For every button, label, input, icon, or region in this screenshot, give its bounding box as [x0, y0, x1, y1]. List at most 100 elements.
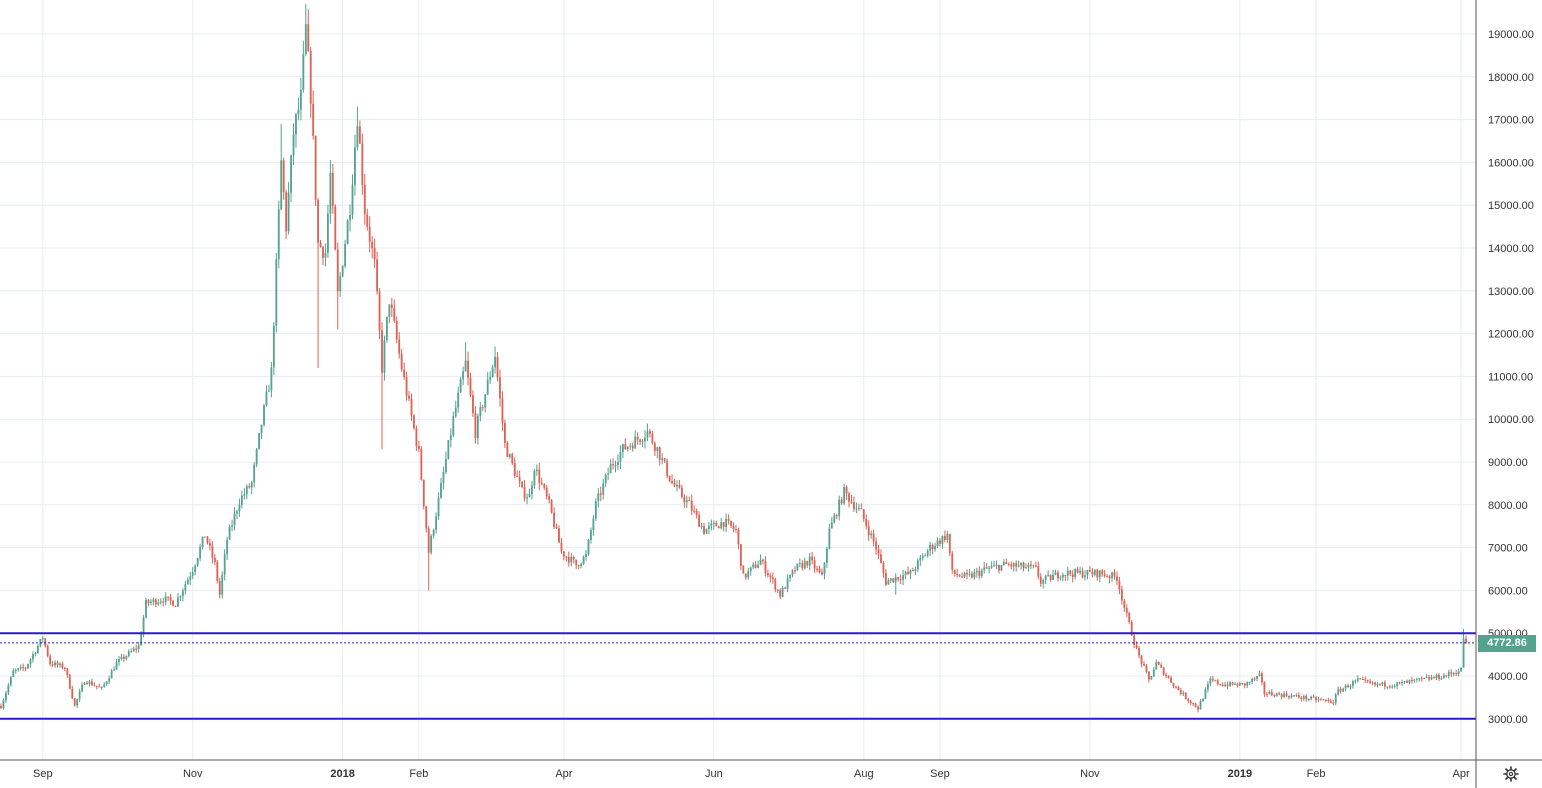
candle-body — [442, 471, 445, 483]
candle-body — [150, 601, 152, 604]
candle-body — [590, 530, 592, 540]
candle-body — [1054, 572, 1057, 575]
candle-body — [784, 587, 787, 589]
candle-body — [1226, 684, 1229, 687]
candle-body — [1234, 683, 1236, 685]
candle-body — [926, 550, 929, 556]
candle-body — [1170, 677, 1172, 683]
candle-body — [174, 605, 177, 607]
candle-body — [164, 596, 167, 603]
candle-body — [206, 536, 209, 544]
candle-body — [1069, 570, 1072, 575]
candle-body — [1332, 702, 1335, 704]
candle-body — [32, 654, 34, 660]
candle-body — [209, 543, 211, 546]
candle-body — [496, 356, 499, 378]
candle-body — [1076, 569, 1079, 573]
candle-body — [201, 536, 204, 548]
candle-body — [393, 307, 396, 321]
candle-body — [1403, 681, 1406, 683]
x-tick-label: Sep — [33, 768, 53, 780]
candle-body — [604, 474, 607, 484]
grid-layer — [0, 0, 1476, 760]
candle-body — [1175, 686, 1177, 688]
candle-body — [572, 556, 575, 560]
candle-body — [1452, 673, 1455, 675]
candle-body — [1435, 674, 1438, 679]
candle-body — [803, 561, 806, 569]
candle-body — [1209, 678, 1212, 684]
settings-button[interactable] — [1500, 764, 1522, 784]
candle-body — [818, 568, 821, 573]
candle-body — [1307, 699, 1310, 701]
candle-body — [1111, 572, 1113, 579]
candle-body — [872, 533, 875, 542]
candle-body — [46, 645, 49, 656]
candle-body — [211, 545, 214, 558]
candle-body — [137, 645, 140, 650]
candle-body — [172, 600, 174, 606]
candle-body — [943, 536, 946, 540]
candle-body — [1015, 563, 1018, 567]
y-tick-label: 18000.00 — [1488, 72, 1534, 84]
candle-body — [1221, 684, 1224, 687]
candle-body — [661, 458, 664, 460]
candle-body — [484, 394, 487, 408]
candle-body — [707, 525, 710, 530]
candle-body — [862, 509, 865, 519]
candle-body — [1246, 682, 1249, 686]
candle-body — [405, 377, 408, 396]
candle-body — [951, 553, 954, 570]
candle-body — [29, 659, 32, 665]
y-tick-label: 3000.00 — [1488, 714, 1528, 726]
candle-body — [125, 656, 128, 659]
candle-body — [715, 522, 718, 527]
candle-body — [1462, 638, 1465, 668]
candle-body — [22, 666, 25, 668]
candle-body — [1039, 576, 1042, 584]
candle-body — [931, 544, 934, 550]
candle-body — [621, 444, 624, 453]
candle-body — [1012, 563, 1015, 567]
candle-body — [953, 569, 956, 575]
candle-body — [887, 580, 890, 585]
candle-body — [518, 477, 521, 482]
candle-body — [268, 390, 270, 392]
candle-body — [1457, 671, 1460, 674]
candle-body — [1354, 680, 1357, 682]
candle-body — [508, 454, 511, 458]
candle-body — [990, 566, 993, 568]
candle-body — [216, 562, 219, 581]
candle-body — [1418, 678, 1421, 680]
candle-body — [1184, 692, 1187, 699]
candle-body — [1320, 699, 1322, 701]
candle-body — [1388, 686, 1391, 688]
candle-body — [798, 563, 801, 565]
candle-body — [1438, 674, 1440, 679]
candle-body — [833, 515, 836, 523]
candle-body — [454, 407, 457, 417]
candle-body — [49, 655, 52, 665]
candle-body — [867, 526, 870, 536]
candle-body — [1445, 675, 1448, 677]
candle-body — [467, 360, 469, 378]
candle-body — [983, 567, 986, 571]
candle-body — [766, 572, 769, 576]
candle-body — [1216, 680, 1219, 684]
candle-body — [1270, 692, 1273, 696]
candle-body — [1425, 677, 1428, 679]
candle-body — [1278, 693, 1281, 695]
candle-body — [693, 510, 696, 512]
candle-body — [1098, 570, 1101, 578]
candle-body — [395, 320, 398, 340]
candle-body — [437, 497, 440, 517]
candle-body — [1135, 644, 1138, 649]
candle-body — [459, 379, 462, 393]
candle-body — [575, 559, 578, 566]
candle-body — [1172, 682, 1175, 687]
candle-body — [516, 475, 519, 478]
x-tick-label: Feb — [409, 768, 428, 780]
candle-body — [1150, 676, 1153, 680]
